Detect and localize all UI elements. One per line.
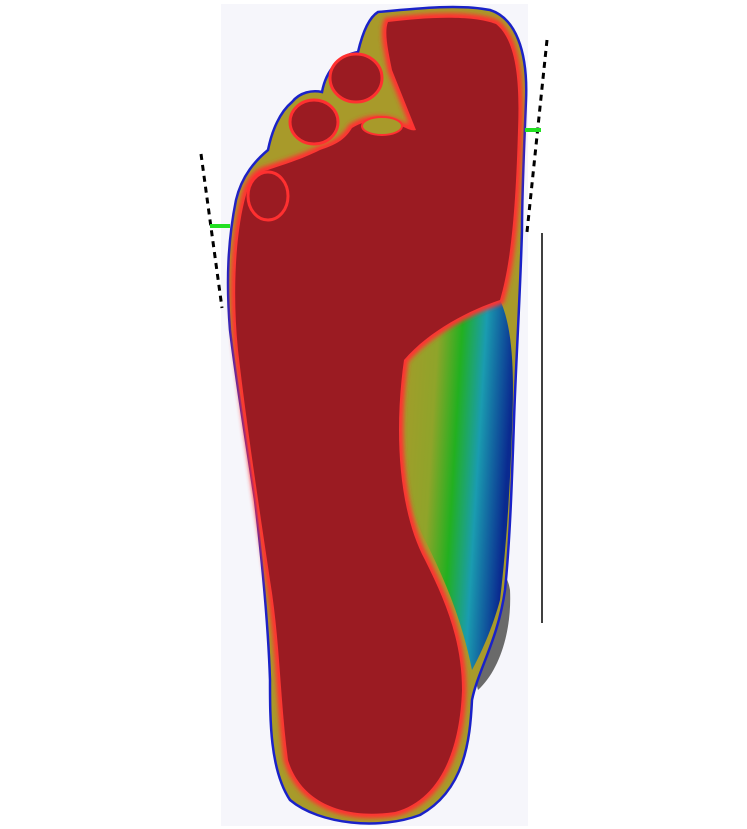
toes — [246, 52, 384, 222]
high-pressure-zone — [235, 17, 519, 814]
arch-gradient — [398, 300, 513, 670]
right-dashed-guide — [525, 39, 549, 233]
toe-3 — [288, 98, 340, 146]
low-pressure-patch — [361, 116, 403, 136]
toe-2 — [328, 52, 384, 104]
toe-4 — [246, 170, 290, 222]
left-dashed-guide — [199, 153, 224, 309]
